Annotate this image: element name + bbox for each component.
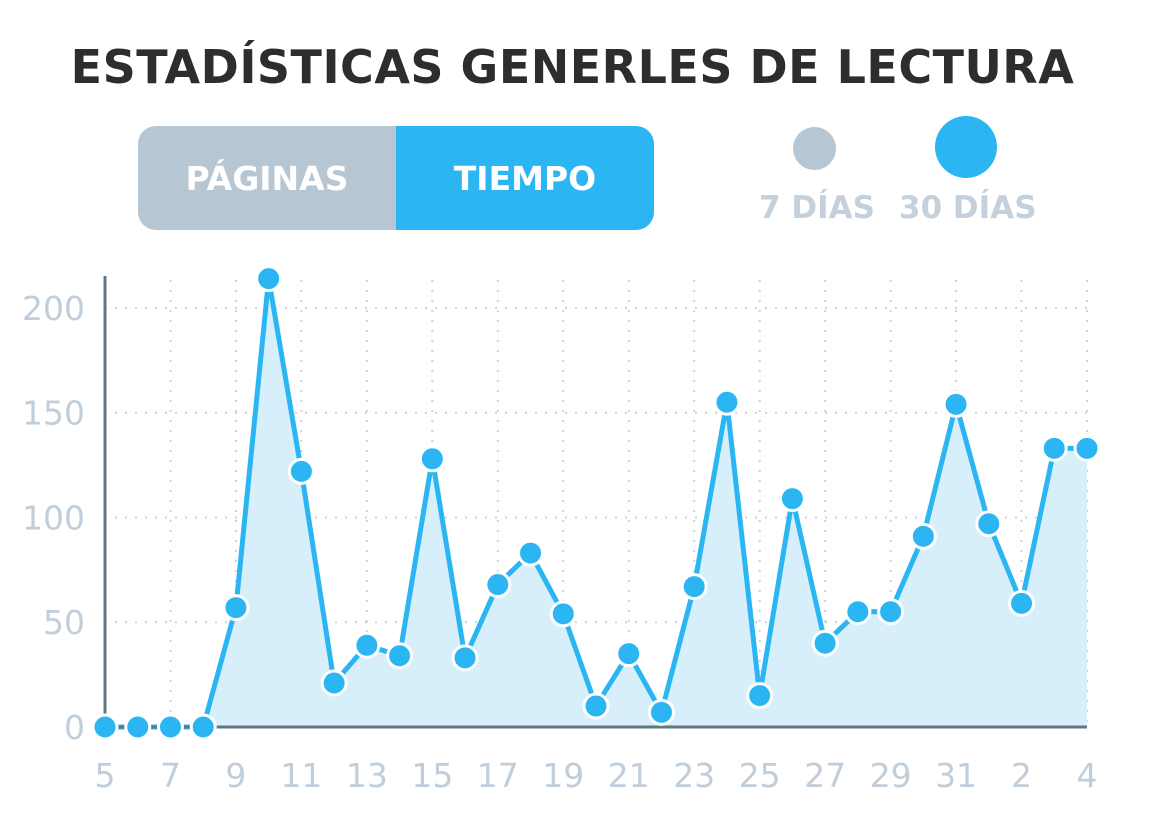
x-tick-label: 31	[935, 756, 977, 795]
y-tick-label: 150	[22, 394, 85, 433]
y-tick-label: 0	[64, 708, 85, 747]
data-point	[255, 265, 283, 293]
data-point	[713, 388, 741, 416]
data-point	[222, 594, 250, 622]
data-point	[647, 698, 675, 726]
data-point	[353, 631, 381, 659]
data-point	[975, 510, 1003, 538]
data-point	[484, 571, 512, 599]
y-tick-label: 100	[22, 498, 85, 537]
x-tick-label: 5	[95, 756, 116, 795]
data-point	[124, 713, 152, 741]
data-point	[877, 598, 905, 626]
y-tick-label: 50	[43, 603, 85, 642]
thirty-days-dot-icon[interactable]	[935, 116, 997, 178]
thirty-days-label[interactable]: 30 DÍAS	[899, 190, 1037, 226]
data-point	[1073, 434, 1101, 462]
data-point	[1008, 589, 1036, 617]
x-tick-label: 2	[1011, 756, 1032, 795]
x-tick-label: 13	[346, 756, 388, 795]
metric-toggle[interactable]: PÁGINAS TIEMPO	[138, 126, 654, 230]
data-point	[680, 573, 708, 601]
data-point	[615, 640, 643, 668]
data-point	[746, 682, 774, 710]
chart-title: ESTADÍSTICAS GENERLES DE LECTURA	[70, 40, 1075, 94]
data-point	[287, 457, 315, 485]
data-point	[844, 598, 872, 626]
data-point	[778, 485, 806, 513]
x-tick-label: 25	[739, 756, 781, 795]
data-point	[549, 600, 577, 628]
y-tick-label: 200	[22, 289, 85, 328]
data-point	[91, 713, 119, 741]
seven-days-label[interactable]: 7 DÍAS	[759, 190, 875, 226]
data-point	[582, 692, 610, 720]
seven-days-dot-icon[interactable]	[793, 127, 836, 170]
data-point	[418, 445, 446, 473]
data-point	[942, 390, 970, 418]
x-tick-label: 29	[870, 756, 912, 795]
x-tick-label: 23	[673, 756, 715, 795]
tiempo-tab[interactable]: TIEMPO	[396, 126, 654, 230]
data-point	[451, 644, 479, 672]
data-point	[386, 642, 414, 670]
x-tick-label: 11	[280, 756, 322, 795]
data-point	[320, 669, 348, 697]
x-tick-label: 4	[1077, 756, 1098, 795]
data-point	[1040, 434, 1068, 462]
x-tick-label: 9	[225, 756, 246, 795]
x-tick-label: 21	[608, 756, 650, 795]
data-point	[156, 713, 184, 741]
x-tick-label: 27	[804, 756, 846, 795]
paginas-tab[interactable]: PÁGINAS	[138, 126, 396, 230]
data-point	[189, 713, 217, 741]
x-tick-label: 19	[542, 756, 584, 795]
data-point	[517, 539, 545, 567]
series-area	[105, 278, 1087, 727]
data-point	[909, 522, 937, 550]
x-tick-label: 15	[411, 756, 453, 795]
x-tick-label: 7	[160, 756, 181, 795]
x-tick-label: 17	[477, 756, 519, 795]
data-point	[811, 629, 839, 657]
